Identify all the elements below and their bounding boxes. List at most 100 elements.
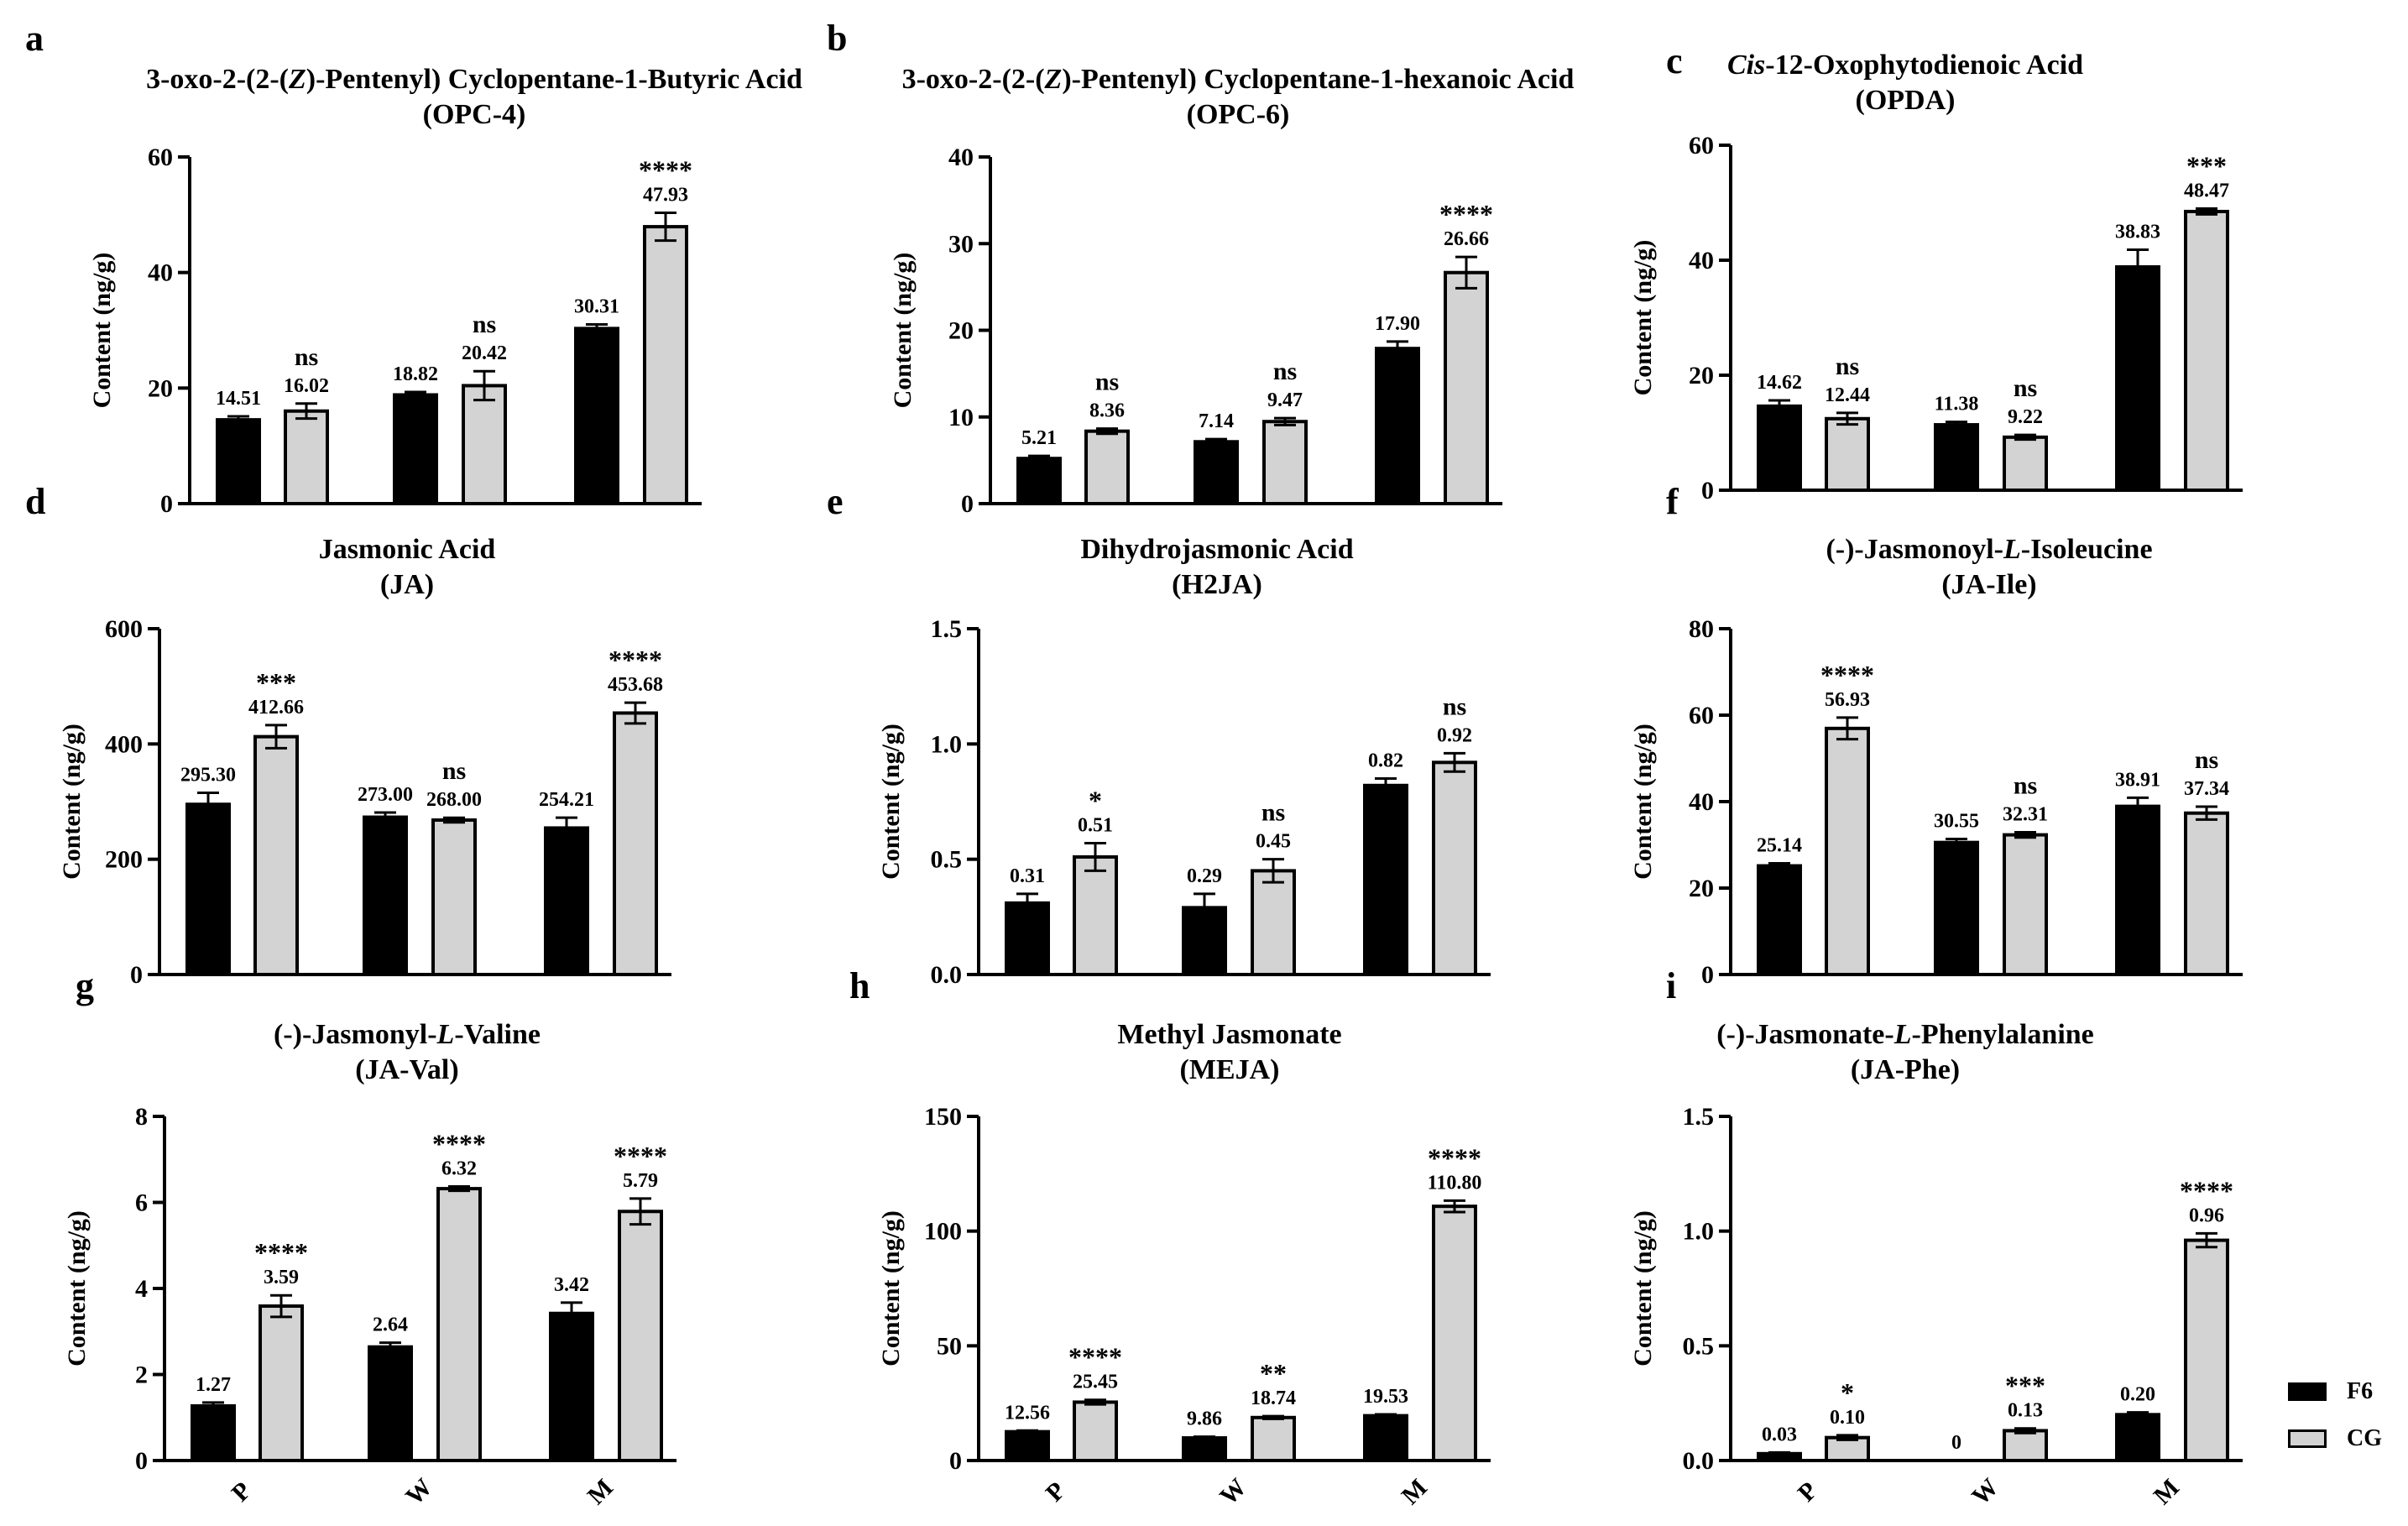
bar-f6-w <box>1182 1436 1227 1462</box>
panel-letter: b <box>827 18 847 59</box>
y-tick-label: 2 <box>135 1361 148 1389</box>
chart-title: (-)-Jasmonate-L-Phenylalanine <box>1716 1019 2094 1050</box>
significance-label: ns <box>1261 799 1285 827</box>
data-label: 1.27 <box>196 1374 231 1396</box>
chart-subtitle: (H2JA) <box>1172 569 1262 600</box>
legend-swatch-f6 <box>2288 1382 2327 1401</box>
data-label: 30.31 <box>574 296 619 318</box>
y-tick-label: 1.0 <box>931 730 963 758</box>
bar-cg-m <box>2184 209 2229 492</box>
panel-a: a 3-oxo-2-(2-(Z)-Pentenyl) Cyclopentane-1… <box>25 18 802 518</box>
y-tick-label: 1.5 <box>931 615 963 643</box>
y-tick-label: 0 <box>1701 961 1714 989</box>
chart-title: Dihydrojasmonic Acid <box>1080 534 1353 565</box>
data-label: 56.93 <box>1825 689 1870 711</box>
chart-subtitle: (JA-Ile) <box>1941 569 2036 600</box>
bar-f6-m <box>2115 804 2160 977</box>
bar-cg-w <box>431 818 477 976</box>
data-label: 38.83 <box>2115 221 2160 243</box>
data-label: 9.86 <box>1187 1408 1222 1430</box>
bar-cg-p <box>1073 854 1118 976</box>
panel-letter: g <box>76 965 94 1006</box>
y-tick-label: 30 <box>948 230 974 258</box>
y-tick-label: 0 <box>961 490 974 518</box>
significance-label: **** <box>1820 660 1874 690</box>
data-label: 3.59 <box>264 1267 299 1288</box>
data-label: 5.21 <box>1021 427 1057 449</box>
x-tick-label: W <box>400 1473 438 1511</box>
data-label: 37.34 <box>2184 778 2229 800</box>
data-label: 11.38 <box>1935 394 1979 415</box>
y-tick-label: 0.5 <box>1683 1332 1715 1360</box>
bar-f6-m <box>544 826 589 976</box>
chart-title: Jasmonic Acid <box>319 534 496 565</box>
data-label: 2.64 <box>373 1314 408 1336</box>
data-label: 412.66 <box>248 697 304 719</box>
significance-label: **** <box>1068 1342 1122 1372</box>
bar-f6-p <box>1757 864 1802 977</box>
significance-label: ns <box>1095 368 1119 396</box>
chart-title: (-)-Jasmonoyl-L-Isoleucine <box>1826 534 2152 565</box>
data-label: 18.74 <box>1251 1388 1296 1409</box>
x-tick-label: M <box>582 1474 619 1510</box>
bar-f6-m <box>1375 347 1420 505</box>
y-tick-label: 100 <box>924 1218 962 1246</box>
bar-cg-w <box>2003 435 2048 493</box>
data-label: 0.13 <box>2008 1400 2043 1422</box>
bar-cg-m <box>2184 1238 2229 1462</box>
y-tick-label: 60 <box>1689 132 1714 159</box>
data-label: 0.82 <box>1368 750 1403 772</box>
y-tick-label: 200 <box>105 846 143 874</box>
legend-swatch-cg <box>2288 1429 2327 1448</box>
y-tick-label: 4 <box>135 1275 148 1303</box>
data-label: 48.47 <box>2184 180 2229 202</box>
panel-letter: c <box>1666 40 1683 81</box>
bar-cg-p <box>1084 429 1130 505</box>
data-label: 6.32 <box>441 1158 477 1180</box>
bar-cg-p <box>1825 416 1870 493</box>
significance-label: ns <box>473 311 496 338</box>
bar-f6-w <box>1934 423 1979 492</box>
chart-subtitle: (JA-Phe) <box>1851 1054 1960 1085</box>
significance-label: **** <box>254 1237 308 1267</box>
significance-label: *** <box>2186 151 2227 181</box>
legend-item-cg: CG <box>2288 1415 2405 1462</box>
y-tick-label: 0.0 <box>931 961 963 989</box>
bar-f6-p <box>1757 404 1802 492</box>
y-axis-label: Content (ng/g) <box>88 253 116 409</box>
data-label: 0.45 <box>1256 831 1291 853</box>
significance-label: **** <box>2180 1175 2233 1205</box>
data-label: 0.92 <box>1437 724 1472 746</box>
panel-letter: h <box>849 965 870 1006</box>
bar-cg-m <box>1432 760 1477 976</box>
data-label: 0.03 <box>1762 1424 1797 1445</box>
y-tick-label: 600 <box>105 615 143 643</box>
y-tick-label: 0 <box>1701 477 1714 504</box>
bar-cg-m <box>618 1210 663 1462</box>
data-label: 9.47 <box>1267 389 1303 411</box>
legend: F6 CG <box>2288 1368 2405 1462</box>
y-tick-label: 150 <box>924 1103 962 1131</box>
bar-cg-m <box>2184 811 2229 976</box>
bar-cg-w <box>2003 833 2048 977</box>
y-tick-label: 400 <box>105 730 143 758</box>
significance-label: ns <box>2014 374 2037 402</box>
y-tick-label: 0 <box>135 1447 148 1475</box>
significance-label: ns <box>1273 358 1297 385</box>
data-label: 14.62 <box>1757 372 1802 394</box>
bar-cg-m <box>1444 270 1489 505</box>
data-label: 12.56 <box>1005 1402 1050 1424</box>
significance-label: ns <box>2014 772 2037 800</box>
panel-g: g (-)-Jasmonyl-L-Valine (JA-Val) 0 2 4 6 8 Conte… <box>63 965 676 1511</box>
data-label: 0.29 <box>1187 865 1222 887</box>
bar-f6-m <box>1363 783 1408 976</box>
y-tick-label: 1.0 <box>1683 1218 1715 1246</box>
y-tick-label: 20 <box>1689 362 1714 389</box>
bar-cg-m <box>613 711 658 977</box>
data-label: 7.14 <box>1199 410 1234 432</box>
data-label: 14.51 <box>216 388 261 410</box>
panel-letter: i <box>1666 965 1676 1006</box>
legend-label-f6: F6 <box>2347 1378 2374 1404</box>
y-tick-label: 0 <box>949 1447 962 1475</box>
y-tick-label: 80 <box>1689 615 1714 643</box>
